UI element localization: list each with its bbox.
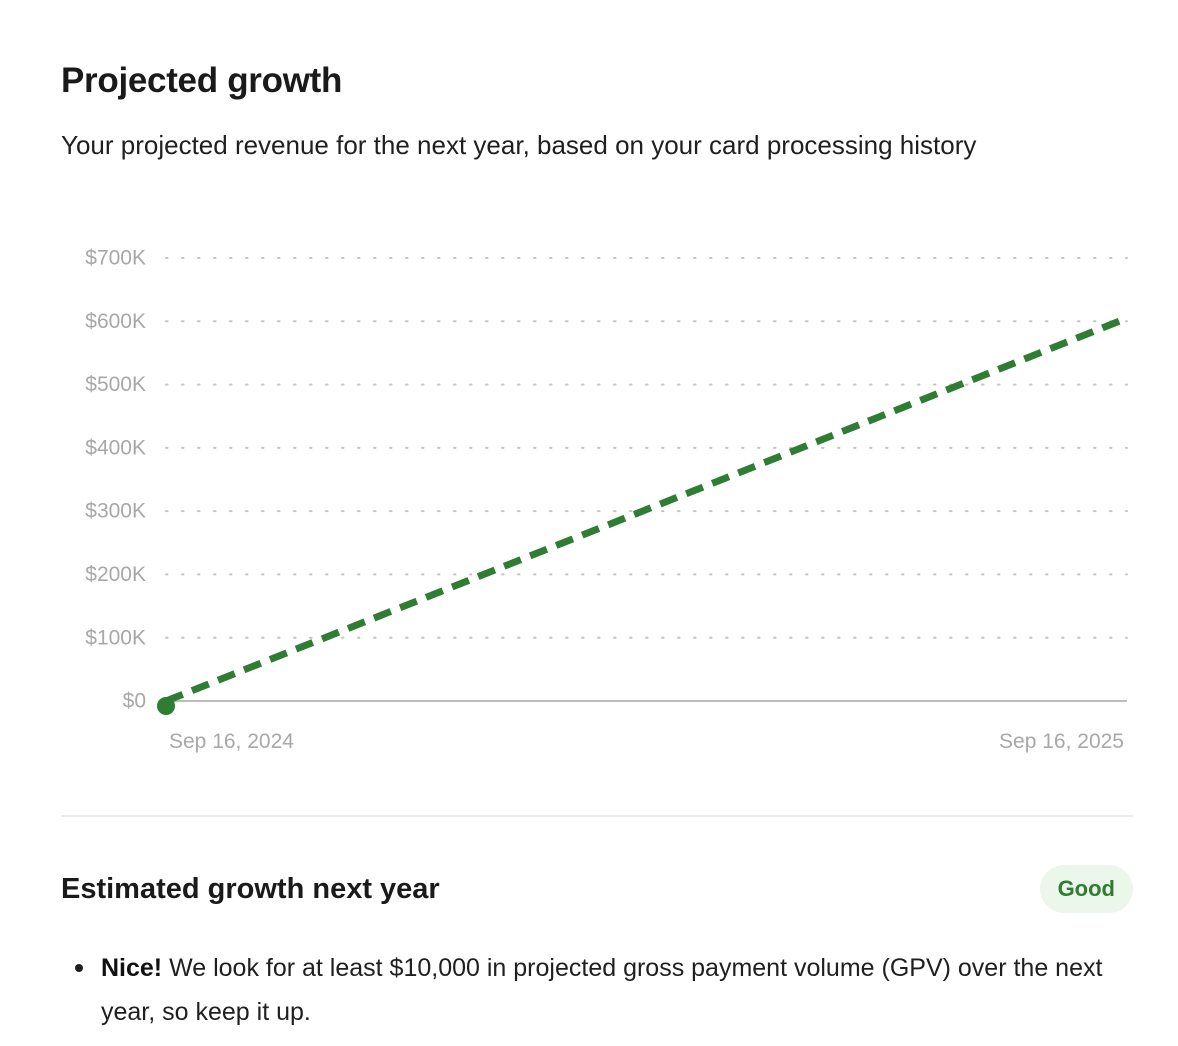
list-item: Nice! We look for at least $10,000 in pr…	[61, 946, 1141, 1034]
y-tick-label: $700K	[85, 247, 146, 270]
projection-line	[164, 314, 1129, 705]
bullet-text: We look for at least $10,000 in projecte…	[101, 954, 1103, 1026]
y-tick-label: $300K	[85, 500, 146, 523]
status-badge: Good	[1039, 865, 1133, 913]
projected-growth-chart: $0 $100K $200K $300K $400K $500K $600K $700K Sep…	[85, 247, 1129, 753]
section-title: Estimated growth next year	[61, 873, 440, 905]
page-subtitle: Your projected revenue for the next year…	[61, 130, 977, 160]
x-tick-label: Sep 16, 2024	[169, 730, 294, 753]
start-point-marker	[157, 697, 175, 715]
section-divider	[61, 815, 1133, 817]
bullet-list: Nice! We look for at least $10,000 in pr…	[61, 946, 1141, 1034]
bullet-emphasis: Nice!	[101, 954, 163, 982]
x-tick-label: Sep 16, 2025	[999, 730, 1124, 753]
y-tick-label: $0	[123, 690, 146, 713]
y-tick-label: $400K	[85, 436, 146, 459]
y-tick-label: $200K	[85, 563, 146, 586]
y-tick-label: $100K	[85, 626, 146, 649]
bullet-icon	[75, 964, 83, 972]
page-title: Projected growth	[61, 61, 343, 100]
y-tick-label: $500K	[85, 373, 146, 396]
y-tick-label: $600K	[85, 310, 146, 333]
